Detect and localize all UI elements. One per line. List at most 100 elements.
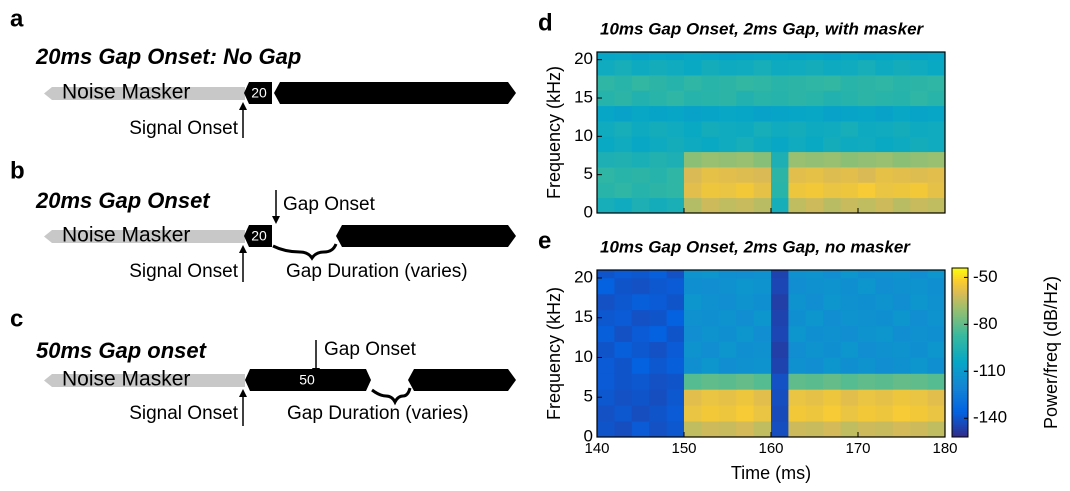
cell xyxy=(614,293,633,311)
cell xyxy=(823,405,841,422)
cell xyxy=(614,52,633,61)
cell xyxy=(718,357,737,374)
colorbar-band xyxy=(952,289,968,292)
colorbar-band xyxy=(952,299,968,303)
cell xyxy=(614,75,633,91)
cell xyxy=(788,197,807,214)
y-tick-label: 15 xyxy=(574,307,593,326)
cell xyxy=(631,405,650,422)
cell xyxy=(858,182,876,199)
cell xyxy=(805,182,824,199)
cell xyxy=(597,373,615,390)
cell xyxy=(597,277,615,295)
cell xyxy=(718,136,737,153)
cell xyxy=(840,151,859,168)
cell xyxy=(823,75,841,91)
colorbar-band xyxy=(952,331,968,334)
y-tick-label: 10 xyxy=(574,126,593,145)
cell xyxy=(718,90,737,107)
colorbar-band xyxy=(952,360,968,364)
cell xyxy=(753,309,772,327)
cell xyxy=(666,121,685,137)
cell xyxy=(875,373,894,390)
cell xyxy=(927,270,946,279)
cell xyxy=(805,309,824,327)
cell xyxy=(666,197,685,214)
cell xyxy=(892,52,911,61)
cell xyxy=(788,151,807,168)
colorbar-band xyxy=(952,333,968,337)
cell xyxy=(858,293,876,311)
colorbar-band xyxy=(952,278,968,282)
cell xyxy=(892,293,911,311)
cell xyxy=(910,75,928,91)
cell xyxy=(875,389,894,406)
cell xyxy=(858,373,876,390)
colorbar-band xyxy=(952,339,968,343)
cell xyxy=(631,325,650,342)
cell xyxy=(614,59,633,76)
cell xyxy=(718,341,737,358)
cell xyxy=(614,90,633,107)
cell xyxy=(892,90,911,107)
colorbar-tick-label: -50 xyxy=(973,267,998,286)
cell xyxy=(649,373,667,390)
cell xyxy=(910,405,928,422)
cell xyxy=(840,182,859,199)
cell xyxy=(927,151,946,168)
panel-a: a 20ms Gap Onset: No Gap Noise Masker 20… xyxy=(10,5,516,139)
cell xyxy=(927,52,946,61)
colorbar-band xyxy=(952,341,968,345)
cell xyxy=(701,293,720,311)
cell xyxy=(771,90,789,107)
cell xyxy=(788,293,807,311)
cell xyxy=(892,197,911,214)
arrow-head xyxy=(239,389,247,397)
cell xyxy=(631,182,650,199)
cell xyxy=(788,270,807,279)
cell xyxy=(823,136,841,153)
cell xyxy=(840,90,859,107)
cell xyxy=(597,75,615,91)
cell xyxy=(614,325,633,342)
colorbar-band xyxy=(952,426,968,430)
cell xyxy=(858,75,876,91)
cell xyxy=(718,309,737,327)
chart-title: 10ms Gap Onset, 2ms Gap, with masker xyxy=(600,19,925,38)
cell xyxy=(614,373,633,390)
cell xyxy=(684,357,702,374)
cell xyxy=(892,121,911,137)
x-tick-label: 140 xyxy=(584,440,609,457)
cell xyxy=(701,90,720,107)
cell xyxy=(614,389,633,406)
cell xyxy=(736,309,754,327)
panel-letter: b xyxy=(10,157,25,184)
cell xyxy=(910,309,928,327)
colorbar-band xyxy=(952,335,968,339)
cell xyxy=(597,151,615,168)
cell xyxy=(736,136,754,153)
cell xyxy=(927,167,946,183)
colorbar-band xyxy=(952,401,968,404)
cell xyxy=(701,357,720,374)
cell xyxy=(718,270,737,279)
cell xyxy=(666,357,685,374)
colorbar-band xyxy=(952,367,968,370)
cell xyxy=(823,151,841,168)
colorbar-frame xyxy=(951,267,969,438)
cell xyxy=(840,405,859,422)
colorbar-band xyxy=(952,428,968,432)
cell xyxy=(875,90,894,107)
cell xyxy=(701,167,720,183)
cell xyxy=(840,277,859,295)
cell xyxy=(892,270,911,279)
cell xyxy=(597,182,615,199)
cell xyxy=(684,389,702,406)
cell xyxy=(823,105,841,122)
colorbar-band xyxy=(952,386,968,389)
cell xyxy=(666,90,685,107)
cell xyxy=(927,121,946,137)
masker-bar xyxy=(44,230,245,243)
cell xyxy=(840,421,859,438)
cell xyxy=(927,293,946,311)
